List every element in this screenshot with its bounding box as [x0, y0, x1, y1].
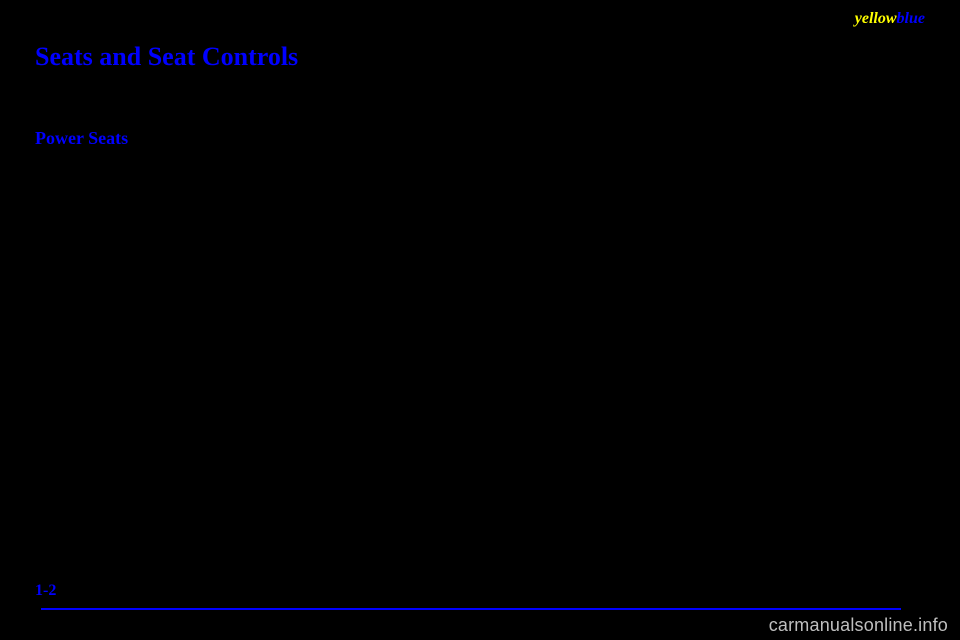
page-root: yellowblue Seats and Seat Controls Power… — [0, 0, 960, 640]
footer-rule — [41, 608, 901, 610]
tagline-blue: blue — [897, 10, 925, 27]
header-tagline: yellowblue — [855, 10, 925, 28]
page-number: 1-2 — [35, 582, 56, 600]
tagline-yellow: yellow — [855, 10, 897, 27]
page-title: Seats and Seat Controls — [35, 42, 298, 72]
watermark-text: carmanualsonline.info — [769, 615, 948, 636]
page-footer: 1-2 — [35, 582, 925, 618]
section-subtitle: Power Seats — [35, 128, 128, 149]
